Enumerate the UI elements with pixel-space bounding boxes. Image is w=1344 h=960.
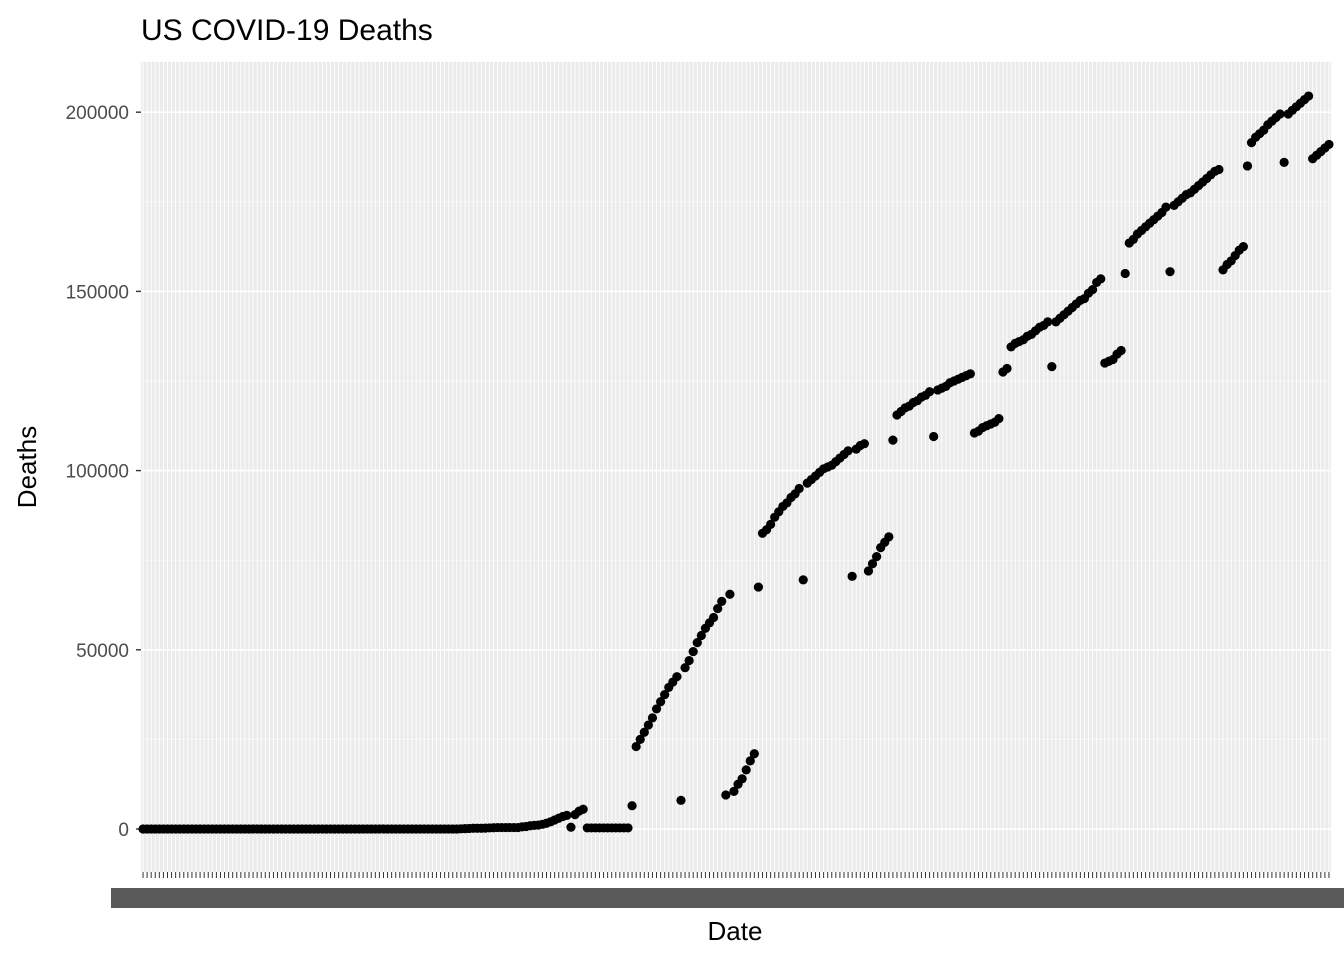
data-point: [676, 795, 686, 805]
data-points: [138, 91, 1334, 834]
data-point: [843, 446, 853, 456]
data-point: [672, 672, 682, 682]
y-axis: 0 50000 100000 150000 200000: [66, 103, 141, 841]
data-point: [1238, 241, 1248, 252]
data-point: [562, 810, 572, 820]
data-point: [566, 822, 576, 832]
data-point: [1275, 109, 1285, 119]
data-point: [1002, 363, 1012, 374]
y-tick-label: 150000: [66, 282, 129, 303]
data-point: [766, 519, 776, 529]
data-point: [684, 655, 694, 666]
data-point: [692, 638, 702, 648]
chart-title: US COVID-19 Deaths: [141, 14, 433, 47]
data-point: [1242, 161, 1253, 171]
data-point: [688, 646, 698, 657]
data-point: [798, 575, 808, 585]
y-tick-label: 200000: [66, 103, 129, 124]
data-point: [1214, 164, 1224, 175]
data-point: [745, 756, 755, 766]
data-point: [623, 823, 633, 833]
x-tick-labels-band: [111, 888, 1344, 908]
data-point: [696, 630, 706, 641]
data-point: [643, 720, 653, 730]
data-point: [639, 727, 649, 737]
data-point: [631, 741, 641, 752]
data-point: [867, 559, 878, 569]
data-point: [924, 387, 935, 397]
y-tick-label: 50000: [76, 641, 129, 662]
data-point: [1279, 157, 1289, 167]
data-point: [994, 414, 1004, 424]
y-axis-title: Deaths: [12, 426, 42, 508]
data-point: [749, 749, 759, 759]
data-point: [656, 697, 666, 707]
data-point: [1303, 91, 1314, 101]
data-point: [929, 431, 939, 442]
data-point: [965, 369, 975, 379]
data-point: [1120, 268, 1130, 279]
data-point: [753, 582, 764, 592]
data-point: [578, 804, 588, 814]
data-point: [859, 439, 869, 449]
data-point: [729, 786, 739, 796]
data-point: [863, 566, 874, 576]
data-point: [1324, 139, 1334, 150]
data-point: [741, 765, 751, 775]
data-point: [708, 612, 719, 623]
data-point: [713, 603, 723, 614]
data-point: [1161, 202, 1171, 212]
plot-panel: [141, 62, 1331, 872]
data-point: [884, 532, 894, 542]
x-axis-title: Date: [708, 916, 763, 946]
data-point: [871, 552, 882, 562]
y-tick-label: 100000: [66, 462, 129, 483]
data-point: [680, 663, 690, 673]
data-point: [794, 483, 804, 494]
data-point: [725, 589, 735, 599]
gridlines: [141, 62, 1331, 872]
data-point: [647, 713, 658, 723]
data-point: [1116, 345, 1126, 356]
data-point: [1043, 317, 1053, 327]
y-tick-label: 0: [118, 820, 129, 841]
x-axis: [111, 872, 1344, 908]
data-point: [1047, 362, 1057, 372]
data-point: [717, 596, 727, 607]
data-point: [1165, 267, 1175, 277]
data-point: [1087, 284, 1098, 295]
data-point: [888, 435, 898, 445]
data-point: [721, 790, 731, 800]
data-point: [660, 689, 670, 700]
data-point: [627, 801, 637, 811]
data-point: [847, 571, 857, 581]
data-point: [651, 704, 662, 714]
data-point: [1096, 274, 1106, 284]
data-point: [635, 734, 645, 744]
data-point: [737, 774, 747, 784]
